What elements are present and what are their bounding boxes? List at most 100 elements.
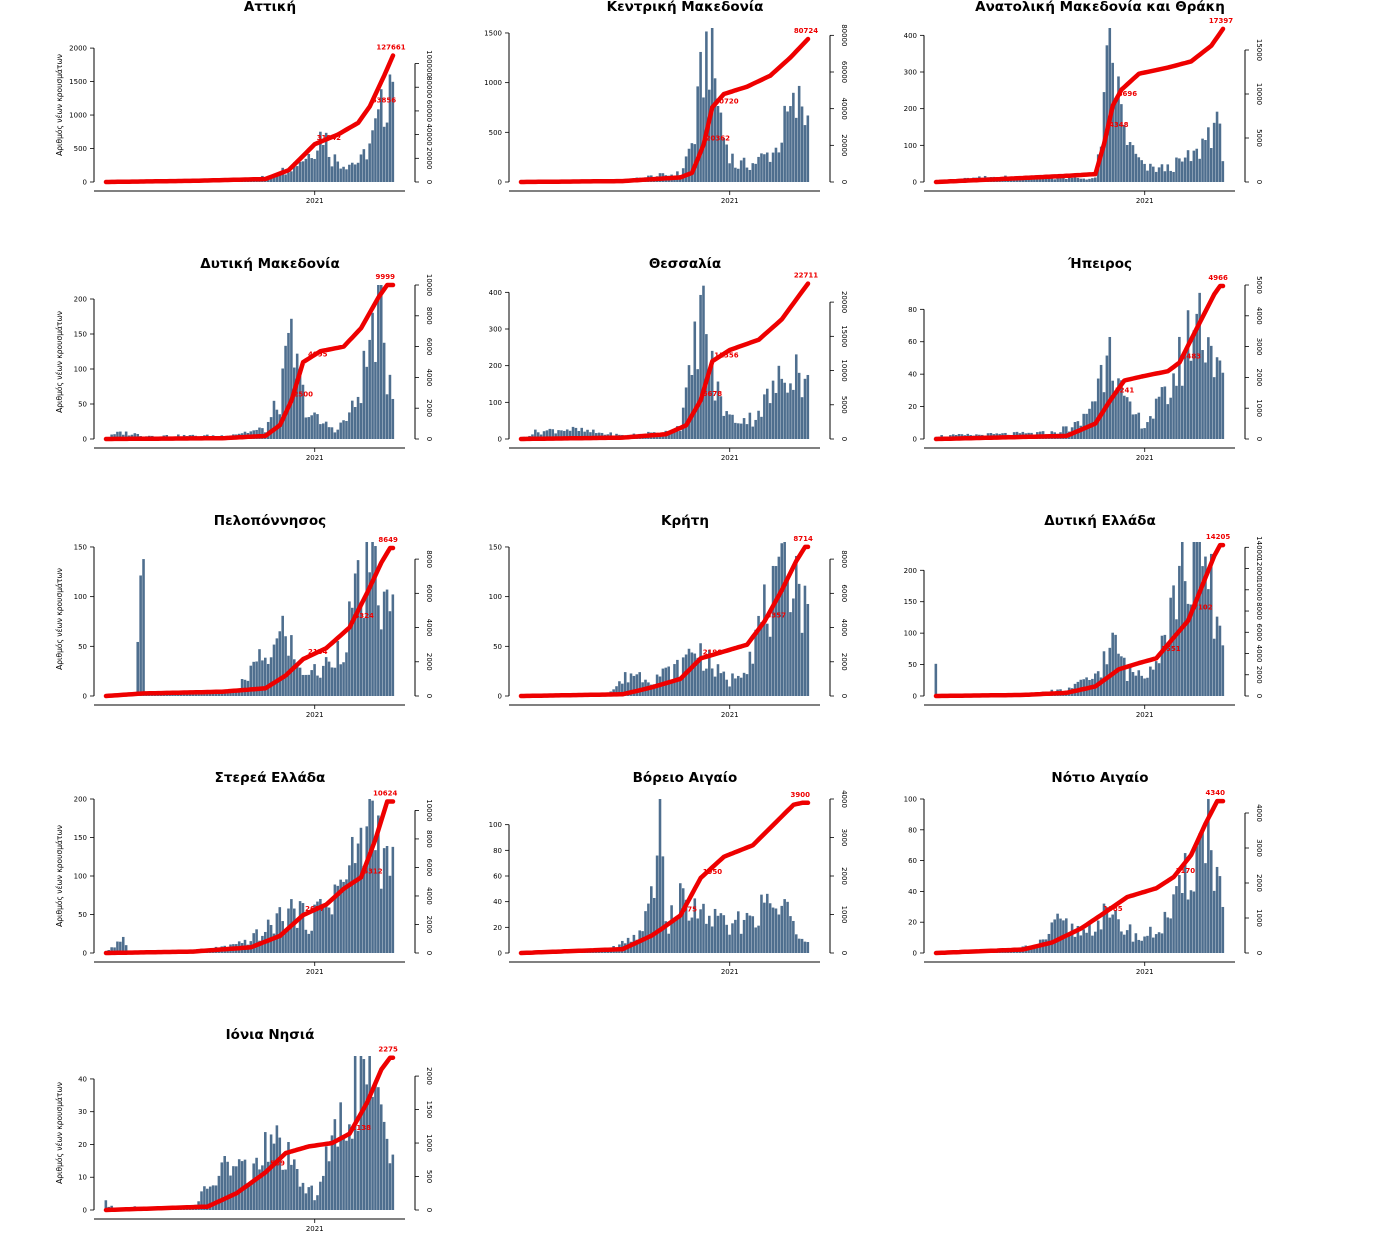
daily-cases-bar — [743, 158, 746, 182]
daily-cases-bar — [273, 1144, 276, 1210]
y-tick-label: 100 — [904, 630, 917, 638]
daily-cases-bar — [763, 903, 766, 953]
daily-cases-bar — [1169, 398, 1172, 439]
daily-cases-bar — [313, 413, 316, 439]
chart-svg: 0500100015002000020000400006000080000100… — [50, 0, 490, 215]
daily-cases-bar — [316, 1195, 319, 1210]
daily-cases-bar — [336, 641, 339, 696]
cumulative-label: 8649 — [378, 536, 398, 544]
daily-cases-bar — [1146, 678, 1149, 696]
daily-cases-bar — [1129, 665, 1132, 696]
y2-tick-label: 40000 — [840, 98, 848, 120]
bars-group — [935, 293, 1225, 439]
daily-cases-bar — [307, 417, 310, 439]
daily-cases-bar — [725, 145, 728, 182]
daily-cases-bar — [368, 799, 371, 953]
x-axis: 2021 — [94, 191, 405, 205]
daily-cases-bar — [786, 902, 789, 953]
daily-cases-bar — [1106, 45, 1109, 182]
daily-cases-bar — [302, 161, 305, 182]
y-tick-label: 0 — [83, 436, 87, 444]
daily-cases-bar — [789, 383, 792, 439]
daily-cases-bar — [1140, 429, 1143, 439]
daily-cases-bar — [1129, 924, 1132, 953]
daily-cases-bar — [775, 148, 778, 182]
daily-cases-bar — [667, 934, 670, 953]
daily-cases-bar — [1088, 179, 1091, 182]
daily-cases-bar — [804, 586, 807, 696]
daily-cases-bar — [1137, 670, 1140, 696]
cumulative-label: 4995 — [308, 350, 328, 358]
daily-cases-bar — [734, 168, 737, 182]
daily-cases-bar — [1109, 918, 1112, 953]
daily-cases-bar — [360, 403, 363, 439]
daily-cases-bar — [714, 909, 717, 953]
daily-cases-bar — [702, 904, 705, 953]
daily-cases-bar — [1074, 178, 1077, 182]
y-tick-label: 100 — [489, 821, 502, 829]
daily-cases-bar — [656, 856, 659, 953]
cumulative-label: 2483 — [1182, 353, 1202, 361]
daily-cases-bar — [1219, 361, 1222, 439]
daily-cases-bar — [296, 1169, 299, 1210]
daily-cases-bar — [1123, 935, 1126, 953]
daily-cases-bar — [760, 622, 763, 696]
daily-cases-bar — [749, 170, 752, 182]
daily-cases-bar — [1143, 937, 1146, 954]
daily-cases-bar — [749, 652, 752, 696]
y-tick-label: 150 — [904, 598, 917, 606]
daily-cases-bar — [714, 677, 717, 696]
x-axis: 2021 — [509, 705, 820, 719]
daily-cases-bar — [798, 584, 801, 696]
daily-cases-bar — [354, 863, 357, 953]
chart-svg: 0501001500200040006000800020212198435787… — [465, 514, 905, 729]
daily-cases-bar — [1080, 179, 1083, 182]
x-tick-label: 2021 — [1136, 197, 1154, 205]
daily-cases-bar — [389, 375, 392, 439]
daily-cases-bar — [345, 879, 348, 953]
y2-tick-label: 3000 — [1255, 338, 1263, 356]
daily-cases-bar — [284, 636, 287, 696]
y-tick-label: 0 — [83, 1207, 87, 1215]
daily-cases-bar — [801, 939, 804, 953]
daily-cases-bar — [357, 560, 360, 696]
daily-cases-bar — [699, 52, 702, 182]
daily-cases-bar — [380, 285, 383, 439]
cumulative-label: 40720 — [714, 97, 738, 105]
daily-cases-bar — [342, 167, 345, 182]
daily-cases-bar — [1114, 910, 1117, 953]
y-tick-label: 150 — [74, 331, 87, 339]
daily-cases-bar — [322, 907, 325, 953]
chart-svg: 0100200300400050001000015000202143488696… — [880, 0, 1320, 215]
daily-cases-bar — [1135, 154, 1138, 182]
y2-tick-label: 10000 — [425, 274, 433, 296]
y2-tick-label: 1500 — [425, 1101, 433, 1119]
daily-cases-bar — [389, 876, 392, 953]
daily-cases-bar — [1195, 149, 1198, 182]
chart-svg: 0500100015000200004000060000800002021203… — [465, 0, 905, 215]
daily-cases-bar — [307, 1187, 310, 1210]
daily-cases-bar — [775, 393, 778, 439]
daily-cases-bar — [363, 1059, 366, 1210]
daily-cases-bar — [734, 423, 737, 439]
x-axis: 2021 — [94, 705, 405, 719]
y2-tick-label: 3000 — [840, 829, 848, 847]
daily-cases-bar — [1126, 930, 1129, 953]
daily-cases-bar — [360, 828, 363, 953]
daily-cases-bar — [1190, 890, 1193, 953]
daily-cases-bar — [1198, 542, 1201, 696]
daily-cases-bar — [357, 163, 360, 182]
cumulative-label: 1085 — [1103, 905, 1123, 913]
y-tick-label: 100 — [489, 593, 502, 601]
daily-cases-bar — [305, 159, 308, 182]
daily-cases-bar — [783, 383, 786, 439]
daily-cases-bar — [722, 672, 725, 696]
daily-cases-bar — [670, 905, 673, 953]
daily-cases-bar — [1132, 672, 1135, 696]
y2-tick-label: 0 — [840, 437, 848, 441]
